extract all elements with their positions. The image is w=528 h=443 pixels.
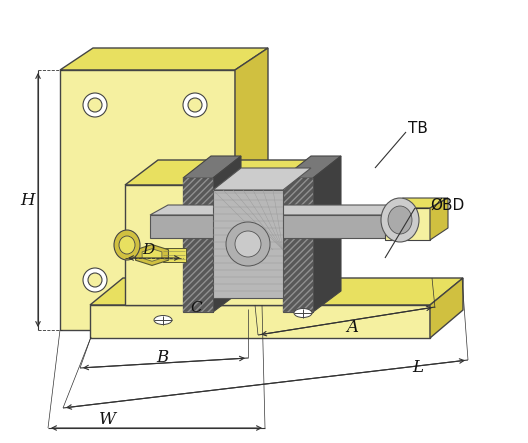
Polygon shape bbox=[142, 249, 162, 261]
Polygon shape bbox=[313, 156, 341, 312]
Text: H: H bbox=[21, 191, 35, 209]
Polygon shape bbox=[60, 70, 235, 330]
Ellipse shape bbox=[88, 98, 102, 112]
Polygon shape bbox=[163, 248, 186, 262]
Polygon shape bbox=[150, 215, 400, 238]
Ellipse shape bbox=[183, 268, 207, 292]
Text: C: C bbox=[190, 301, 202, 315]
Polygon shape bbox=[213, 190, 283, 298]
Ellipse shape bbox=[381, 198, 419, 242]
Polygon shape bbox=[213, 168, 311, 190]
Text: W: W bbox=[98, 412, 116, 428]
Ellipse shape bbox=[119, 236, 135, 254]
Ellipse shape bbox=[188, 98, 202, 112]
Polygon shape bbox=[90, 278, 463, 305]
Polygon shape bbox=[60, 48, 268, 70]
Ellipse shape bbox=[88, 273, 102, 287]
Polygon shape bbox=[385, 198, 448, 208]
Polygon shape bbox=[283, 178, 313, 312]
Ellipse shape bbox=[83, 93, 107, 117]
Polygon shape bbox=[150, 205, 418, 215]
Ellipse shape bbox=[83, 268, 107, 292]
Ellipse shape bbox=[114, 230, 140, 260]
Ellipse shape bbox=[294, 308, 312, 318]
Polygon shape bbox=[136, 245, 168, 265]
Text: ØBD: ØBD bbox=[430, 198, 464, 213]
Ellipse shape bbox=[183, 93, 207, 117]
Ellipse shape bbox=[226, 222, 270, 266]
Polygon shape bbox=[430, 278, 463, 338]
Polygon shape bbox=[183, 178, 213, 312]
Polygon shape bbox=[385, 208, 430, 240]
Text: A: A bbox=[346, 319, 358, 337]
Polygon shape bbox=[235, 48, 268, 330]
Polygon shape bbox=[430, 198, 448, 240]
Ellipse shape bbox=[154, 315, 172, 325]
Text: L: L bbox=[412, 360, 423, 377]
Polygon shape bbox=[125, 160, 338, 185]
Text: TB: TB bbox=[408, 120, 428, 136]
Polygon shape bbox=[305, 160, 338, 305]
Ellipse shape bbox=[235, 231, 261, 257]
Polygon shape bbox=[283, 156, 341, 178]
Text: D: D bbox=[142, 243, 154, 257]
Polygon shape bbox=[125, 185, 305, 305]
Text: B: B bbox=[156, 349, 168, 365]
Polygon shape bbox=[183, 156, 241, 178]
Polygon shape bbox=[213, 156, 241, 312]
Ellipse shape bbox=[188, 273, 202, 287]
Polygon shape bbox=[90, 305, 430, 338]
Ellipse shape bbox=[388, 206, 412, 234]
